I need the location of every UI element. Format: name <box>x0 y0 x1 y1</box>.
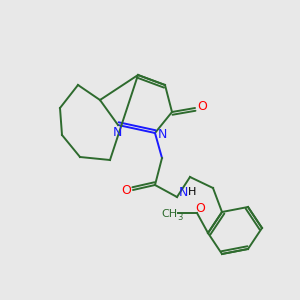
Text: O: O <box>195 202 205 215</box>
Text: O: O <box>121 184 131 197</box>
Text: O: O <box>197 100 207 112</box>
Text: 3: 3 <box>177 212 183 221</box>
Text: CH: CH <box>161 209 177 219</box>
Text: H: H <box>188 187 196 197</box>
Text: N: N <box>112 125 122 139</box>
Text: N: N <box>178 185 188 199</box>
Text: N: N <box>157 128 167 142</box>
